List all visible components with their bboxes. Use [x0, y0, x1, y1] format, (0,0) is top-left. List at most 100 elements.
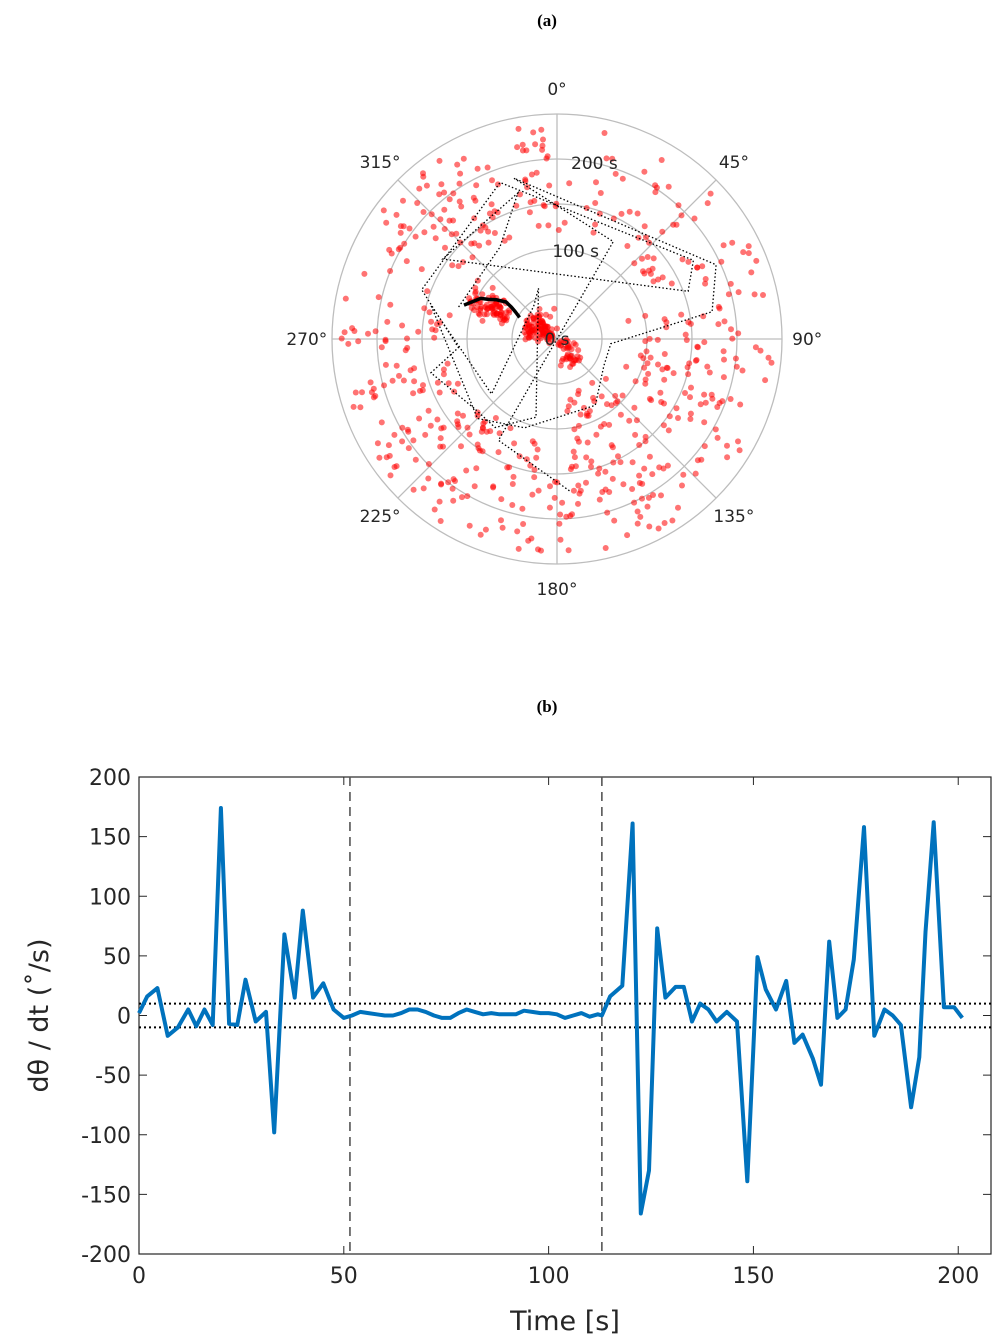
polar-point-194 [602, 375, 609, 382]
polar-point-263 [765, 354, 772, 361]
polar-point-414 [400, 223, 407, 230]
polar-point-189 [590, 394, 597, 401]
polar-point-500 [445, 479, 452, 486]
polar-point-534 [404, 335, 410, 342]
polar-point-505 [378, 344, 385, 351]
polar-point-494 [426, 309, 433, 316]
polar-point-498 [375, 294, 382, 301]
polar-solid-path [463, 296, 521, 319]
polar-point-708 [542, 328, 549, 335]
polar-point-234 [733, 363, 740, 370]
polar-point-79 [596, 496, 603, 503]
polar-point-282 [724, 442, 730, 449]
polar-point-172 [575, 391, 582, 398]
polar-point-145 [675, 415, 681, 421]
polar-point-518 [410, 390, 417, 397]
polar-point-294 [678, 212, 685, 219]
polar-point-479 [405, 445, 412, 452]
polar-point-228 [704, 363, 711, 370]
polar-point-44 [515, 545, 522, 552]
polar-point-448 [430, 223, 437, 230]
polar-point-175 [639, 495, 645, 502]
polar-point-193 [602, 486, 609, 493]
polar-point-0 [393, 362, 400, 369]
polar-point-101 [565, 403, 572, 410]
polar-point-517 [396, 372, 402, 379]
polar-point-428 [456, 198, 463, 205]
polar-point-298 [751, 291, 758, 298]
polar-point-413 [491, 230, 498, 236]
polar-point-227 [737, 401, 744, 408]
polar-point-477 [445, 380, 452, 387]
polar-point-191 [634, 508, 641, 515]
y-tick-label--150: -150 [81, 1183, 131, 1208]
polar-point-147 [639, 480, 646, 487]
polar-point-239 [687, 394, 693, 401]
polar-point-361 [501, 237, 508, 244]
polar-point-380 [438, 181, 445, 188]
polar-point-253 [697, 401, 704, 408]
polar-point-470 [454, 418, 461, 425]
polar-point-60 [511, 440, 518, 447]
polar-point-93 [673, 405, 680, 412]
polar-point-43 [498, 496, 505, 503]
polar-point-75 [450, 476, 457, 483]
polar-point-271 [719, 398, 726, 405]
polar-point-309 [609, 155, 616, 162]
polar-point-269 [721, 356, 727, 363]
y-tick-label-0: 0 [117, 1005, 131, 1030]
polar-point-509 [428, 318, 435, 325]
polar-point-34 [498, 517, 504, 524]
polar-point-77 [492, 415, 499, 421]
panel-b-label: (b) [537, 697, 558, 716]
polar-point-167 [650, 492, 656, 498]
polar-point-319 [659, 274, 666, 281]
polar-point-382 [546, 182, 553, 189]
polar-point-56 [559, 499, 566, 506]
polar-point-318 [707, 190, 714, 197]
polar-point-132 [637, 513, 644, 520]
polar-point-55 [466, 522, 473, 529]
polar-point-437 [489, 214, 496, 221]
polar-point-173 [642, 438, 649, 445]
polar-point-529 [421, 305, 428, 312]
polar-point-582 [475, 310, 482, 317]
polar-point-232 [644, 360, 651, 367]
polar-point-478 [381, 382, 387, 389]
polar-point-35 [438, 480, 445, 487]
polar-point-524 [415, 328, 422, 335]
polar-point-461 [454, 380, 461, 387]
polar-point-308 [650, 278, 657, 285]
polar-point-240 [661, 400, 667, 407]
polar-point-548 [370, 385, 377, 392]
polar-point-468 [420, 382, 426, 389]
polar-point-388 [489, 177, 495, 184]
polar-point-100 [569, 511, 575, 518]
polar-point-277 [642, 380, 649, 387]
polar-point-225 [645, 370, 652, 377]
polar-point-126 [646, 523, 653, 530]
polar-point-450 [397, 244, 404, 251]
polar-point-513 [460, 412, 466, 419]
polar-point-444 [361, 270, 368, 277]
polar-point-10 [427, 422, 434, 429]
polar-point-247 [732, 355, 739, 362]
polar-point-331 [624, 243, 631, 249]
polar-point-257 [694, 264, 701, 271]
polar-point-442 [437, 216, 444, 223]
polar-point-456 [414, 200, 421, 206]
polar-point-222 [720, 374, 727, 381]
polar-point-272 [735, 330, 742, 337]
polar-point-523 [440, 371, 447, 378]
polar-point-258 [663, 319, 670, 326]
polar-point-91 [570, 487, 577, 494]
polar-point-293 [641, 168, 648, 175]
polar-point-396 [541, 203, 548, 210]
polar-point-15 [391, 431, 398, 438]
polar-point-330 [645, 267, 652, 274]
polar-point-506 [357, 404, 364, 411]
polar-point-416 [453, 230, 460, 237]
polar-point-327 [618, 210, 625, 217]
polar-point-484 [466, 431, 473, 438]
polar-point-727 [529, 327, 536, 333]
